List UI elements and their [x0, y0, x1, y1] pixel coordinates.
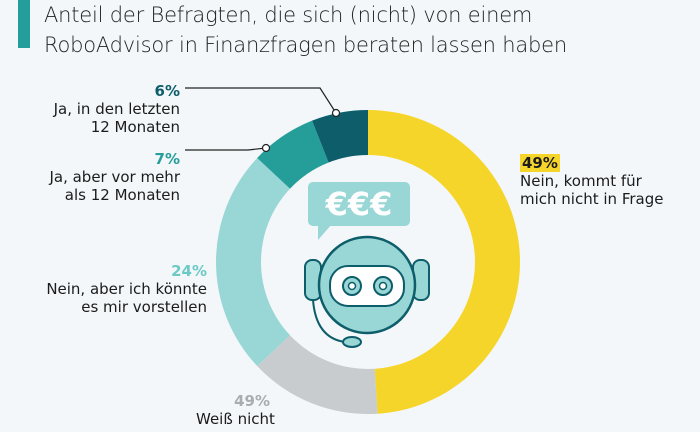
title-line-2: RoboAdvisor in Finanzfragen beraten lass…	[44, 33, 567, 57]
robot-advisor-icon: €€€	[304, 182, 430, 348]
leader-dot-7	[261, 143, 271, 153]
donut-slice-3	[257, 120, 329, 189]
value-label: 6%	[154, 82, 180, 100]
value-label: 49%	[520, 154, 560, 172]
leader-dot-6	[331, 108, 341, 118]
leader-line-7	[185, 147, 267, 151]
label-line: 12 Monaten	[90, 118, 180, 136]
label-line: Weiß nicht	[196, 410, 275, 428]
label-line: Nein, kommt für	[520, 172, 642, 190]
bubble-text: €€€	[325, 185, 393, 223]
title-line-1: Anteil der Befragten, die sich (nicht) v…	[44, 3, 533, 27]
label-ja-letzte-12-monate: 6% Ja, in den letzten 12 Monaten	[54, 82, 180, 136]
leader-line-6	[185, 87, 337, 114]
label-nein-kommt-nicht-in-frage: 49% Nein, kommt für mich nicht in Frage	[520, 154, 663, 208]
donut-slice-2	[216, 157, 291, 367]
value-label: 49%	[234, 392, 270, 410]
label-line: es mir vorstellen	[81, 298, 207, 316]
donut-slice-4	[312, 110, 368, 163]
label-ja-vor-mehr-als-12-monaten: 7% Ja, aber vor mehr als 12 Monaten	[49, 150, 180, 204]
label-line: Ja, aber vor mehr	[49, 168, 180, 186]
label-line: mich nicht in Frage	[520, 190, 664, 208]
label-nein-aber-vorstellen: 24% Nein, aber ich könnte es mir vorstel…	[46, 262, 207, 316]
value-label: 7%	[154, 150, 180, 168]
label-line: Ja, in den letzten	[53, 100, 180, 118]
value-label: 24%	[171, 262, 207, 280]
label-line: Nein, aber ich könnte	[46, 280, 207, 298]
donut-slice-0	[368, 110, 520, 414]
donut-slice-1	[257, 335, 378, 414]
chart-title: Anteil der Befragten, die sich (nicht) v…	[44, 0, 567, 60]
title-accent-bar	[18, 0, 30, 48]
label-weiss-nicht: 49% Weiß nicht	[196, 392, 275, 428]
label-line: als 12 Monaten	[64, 186, 180, 204]
